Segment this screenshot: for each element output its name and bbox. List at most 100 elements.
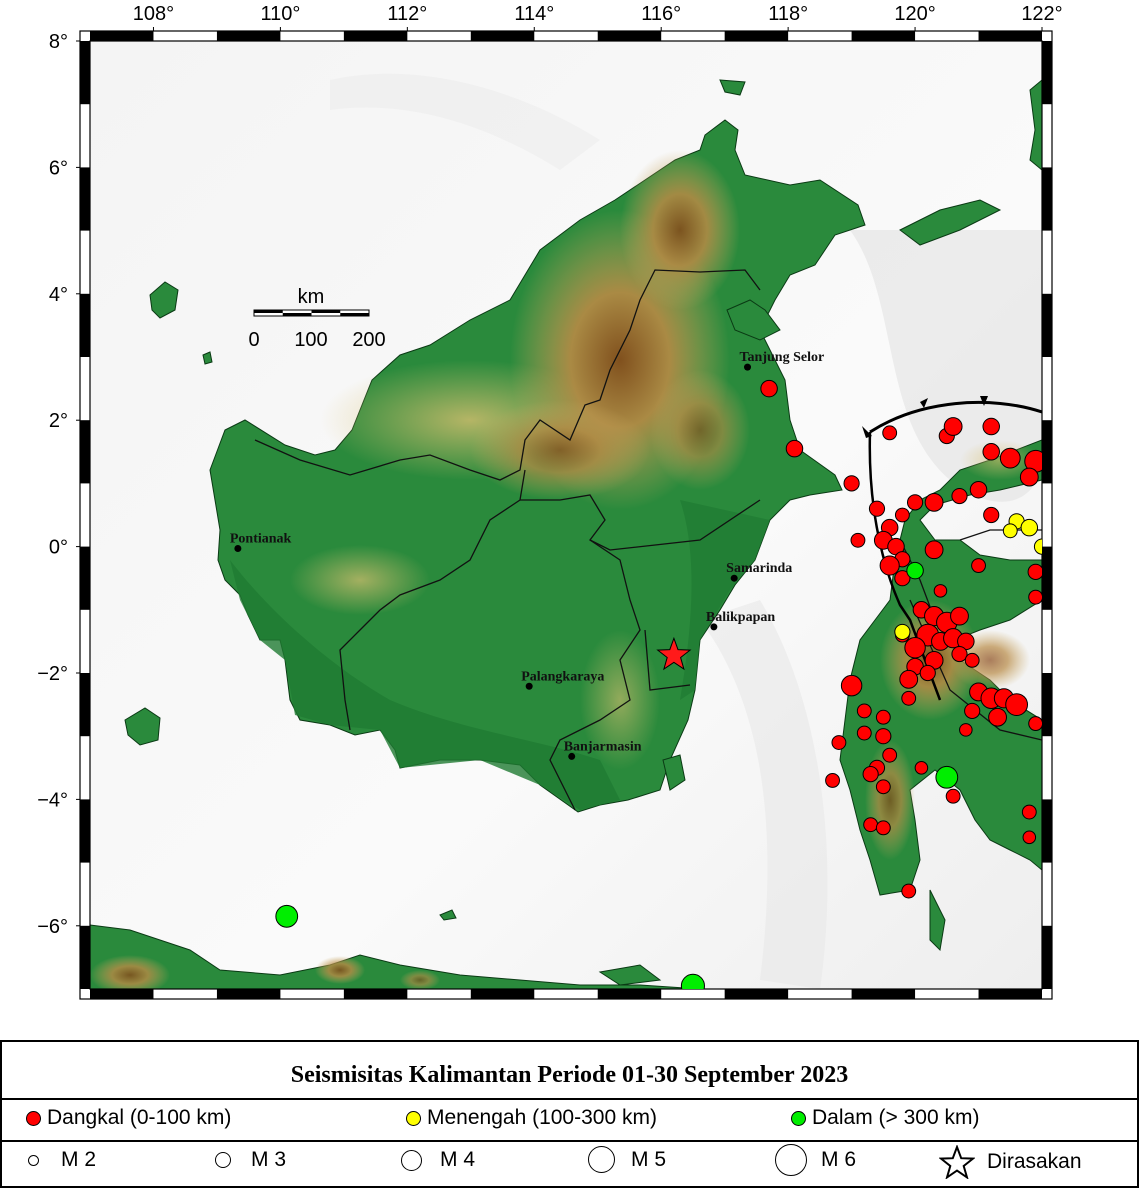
earthquake-event — [933, 584, 948, 598]
earthquake-event — [856, 703, 872, 719]
earthquake-event — [882, 425, 898, 441]
city-markers: Tanjung Selor Pontianak Samarinda Balikpapa… — [230, 350, 824, 760]
earthquake-event — [856, 725, 872, 741]
circle-m2-icon — [28, 1154, 39, 1166]
legend-m6: M 6 — [775, 1144, 856, 1176]
earthquake-event — [1028, 589, 1042, 605]
earthquake-event — [882, 747, 898, 763]
earthquake-event — [863, 817, 879, 833]
earthquake-event — [943, 417, 963, 436]
earthquake-event — [785, 439, 804, 458]
city-label: Palangkaraya — [521, 669, 604, 684]
earthquake-event — [275, 904, 299, 928]
scale-label-100: 100 — [294, 329, 327, 351]
earthquake-event — [850, 532, 866, 548]
earthquake-event — [901, 690, 917, 706]
legend-felt: Dirasakan — [939, 1145, 1082, 1179]
legend-m4-label: M 4 — [440, 1148, 476, 1171]
earthquake-event — [868, 500, 886, 517]
legend-m5-label: M 5 — [631, 1147, 667, 1171]
earthquake-event — [971, 558, 986, 573]
lon-tick-label: 118° — [768, 3, 808, 25]
earthquake-event — [894, 507, 910, 523]
lon-tick-label: 110° — [260, 3, 300, 25]
seismicity-map: 108° 110° 112° 114° 116° 118° 120° 122° 8° 6° 4° 2… — [37, 3, 1063, 1000]
earthquake-event — [1027, 563, 1042, 580]
felt-star-icon — [656, 636, 692, 671]
legend-m6-label: M 6 — [821, 1148, 857, 1171]
longitude-labels: 108° 110° 112° 114° 116° 118° 120° 122° — [133, 3, 1063, 31]
earthquake-event — [1033, 538, 1042, 555]
earthquake-event — [825, 773, 840, 788]
earthquake-event — [680, 973, 705, 989]
earthquake-event — [951, 645, 968, 663]
circle-m6-icon — [775, 1144, 807, 1176]
earthquake-event — [1022, 830, 1037, 845]
city-dot — [730, 574, 738, 582]
earthquake-event — [945, 788, 961, 804]
earthquake-event — [1002, 523, 1018, 539]
earthquake-event — [935, 765, 959, 789]
earthquake-event — [988, 707, 1007, 727]
magnitude-legend-row: M 2 M 3 M 4 M 5 M 6 Dirasakan — [2, 1140, 1137, 1182]
earthquake-events — [275, 379, 1042, 989]
earthquake-event — [906, 494, 924, 511]
legend-m3: M 3 — [215, 1148, 286, 1172]
lat-tick-label: 4° — [49, 284, 68, 306]
lon-tick-label: 112° — [387, 3, 427, 25]
earthquake-event — [1028, 716, 1042, 731]
java-island — [90, 924, 701, 989]
city-label: Pontianak — [230, 531, 292, 546]
legend-m2-label: M 2 — [61, 1148, 97, 1171]
lon-tick-label: 116° — [641, 3, 681, 25]
earthquake-event — [899, 669, 919, 689]
city-dot — [525, 682, 533, 690]
legend-deep: Dalam (> 300 km) — [791, 1106, 979, 1130]
green-dot-icon — [791, 1110, 806, 1126]
legend-title: Seismisitas Kalimantan Periode 01-30 Sep… — [290, 1062, 849, 1088]
earthquake-event — [831, 735, 847, 750]
lon-tick-label: 108° — [133, 3, 174, 25]
earthquake-event — [894, 623, 911, 641]
province-borders — [254, 269, 761, 811]
earthquake-event — [924, 540, 944, 560]
earthquake-event — [964, 652, 980, 668]
earthquake-event — [983, 506, 1000, 524]
legend-shallow: Dangkal (0-100 km) — [26, 1106, 231, 1130]
earthquake-event — [906, 561, 924, 580]
earthquake-event — [914, 761, 929, 775]
earthquake-event — [964, 702, 981, 720]
scale-label-0: 0 — [248, 329, 259, 351]
depth-legend-row: Dangkal (0-100 km) Menengah (100-300 km)… — [2, 1098, 1137, 1140]
city-dot — [234, 544, 242, 552]
lon-tick-label: 122° — [1021, 3, 1062, 25]
earthquake-event — [760, 379, 778, 398]
lat-tick-label: 0° — [49, 537, 68, 559]
red-dot-icon — [26, 1110, 41, 1126]
earthquake-event — [894, 570, 911, 587]
earthquake-event — [959, 723, 973, 737]
legend-deep-label: Dalam (> 300 km) — [812, 1106, 980, 1129]
earthquake-event — [879, 555, 900, 576]
felt-earthquake — [656, 636, 692, 671]
city-label: Tanjung Selor — [740, 350, 825, 365]
city-label: Balikpapan — [706, 610, 775, 625]
lat-tick-label: −6° — [37, 916, 68, 938]
small-islands — [124, 79, 1042, 986]
earthquake-event — [875, 779, 891, 795]
earthquake-event — [951, 487, 968, 505]
lat-tick-label: 6° — [49, 157, 68, 179]
earthquake-event — [1005, 693, 1029, 716]
scale-bar: km 0 100 200 — [248, 286, 385, 351]
circle-m5-icon — [588, 1146, 615, 1173]
city-dot — [568, 752, 576, 760]
lat-tick-label: 2° — [49, 410, 68, 432]
earthquake-event — [1019, 467, 1039, 487]
legend: Seismisitas Kalimantan Periode 01-30 Sep… — [0, 1040, 1139, 1188]
earthquake-event — [901, 883, 917, 899]
earthquake-event — [1020, 518, 1039, 537]
city-dot — [710, 623, 718, 631]
circle-m4-icon — [401, 1149, 422, 1171]
earthquake-event — [982, 443, 1000, 461]
earthquake-event — [1021, 804, 1037, 820]
